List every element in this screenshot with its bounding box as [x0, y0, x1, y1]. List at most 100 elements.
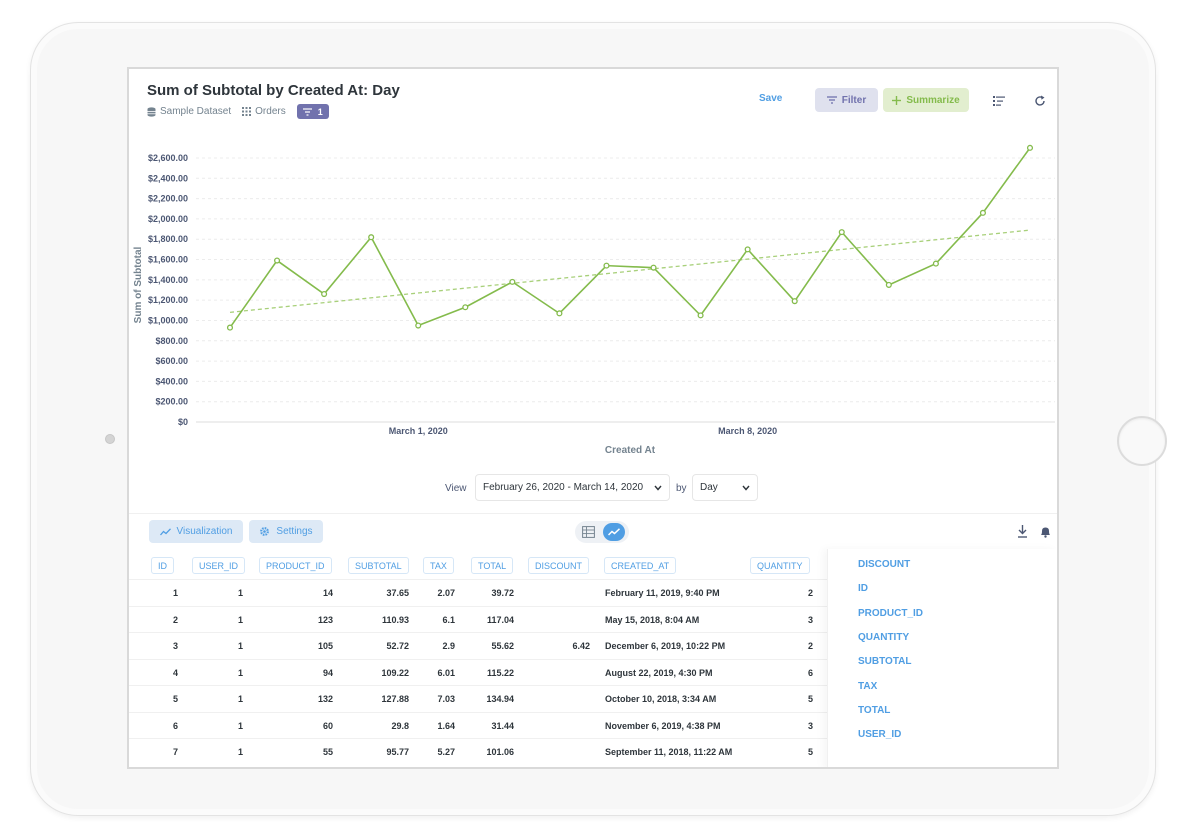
table-cell[interactable]: 3 — [807, 614, 813, 625]
chevron-down-icon — [654, 485, 662, 491]
column-item-product-id[interactable]: PRODUCT_ID — [858, 607, 924, 619]
table-cell[interactable]: 1 — [237, 747, 243, 757]
table-cell[interactable]: 1 — [237, 614, 243, 625]
table-cell[interactable]: 1 — [237, 641, 243, 651]
refresh-icon[interactable] — [1033, 94, 1047, 108]
table-icon[interactable] — [582, 525, 596, 539]
time-unit-select[interactable]: Day — [692, 474, 758, 501]
summarize-button[interactable]: Summarize — [883, 88, 969, 112]
table-cell[interactable]: October 10, 2018, 3:34 AM — [605, 694, 717, 704]
table-cell[interactable]: 5 — [807, 694, 813, 704]
table-cell[interactable]: 115.22 — [486, 667, 514, 678]
table-cell[interactable]: 5.27 — [437, 747, 455, 757]
table-cell[interactable]: 6.01 — [437, 667, 455, 678]
table-cell[interactable]: 3 — [172, 641, 178, 651]
table-cell[interactable]: 1 — [237, 694, 243, 704]
table-cell[interactable]: 3 — [807, 720, 813, 731]
table-cell[interactable]: 29.8 — [391, 720, 409, 731]
table-cell[interactable]: 4 — [172, 667, 178, 678]
line-chart-icon[interactable] — [603, 523, 625, 541]
table-cell[interactable]: 14 — [322, 588, 333, 598]
filter-button[interactable]: Filter — [815, 88, 878, 112]
table-cell[interactable]: February 11, 2019, 9:40 PM — [605, 588, 720, 598]
table-cell[interactable]: May 15, 2018, 8:04 AM — [605, 614, 700, 625]
bell-icon[interactable] — [1040, 525, 1052, 539]
table-cell[interactable]: 1.64 — [437, 720, 455, 731]
table-cell[interactable]: 127.88 — [381, 694, 409, 704]
table-cell[interactable]: 2 — [172, 614, 178, 625]
column-header-created-at[interactable]: CREATED_AT — [604, 557, 677, 574]
table-cell[interactable]: 7.03 — [437, 694, 455, 704]
table-cell[interactable]: 31.44 — [491, 720, 514, 731]
table-cell[interactable]: 6.1 — [442, 614, 455, 625]
column-header-product-id[interactable]: PRODUCT_ID — [259, 557, 332, 574]
column-item-tax[interactable]: TAX — [858, 680, 878, 692]
data-point — [321, 291, 328, 298]
data-point — [697, 312, 704, 319]
table-cell[interactable]: 2.9 — [442, 641, 455, 651]
table-cell[interactable]: 1 — [172, 588, 178, 598]
table-cell[interactable]: 6.42 — [572, 641, 590, 651]
view-label: View — [445, 483, 467, 494]
download-icon[interactable] — [1017, 525, 1029, 539]
table-cell[interactable]: 105 — [317, 641, 333, 651]
column-header-total[interactable]: TOTAL — [471, 557, 514, 574]
column-item-total[interactable]: TOTAL — [858, 704, 891, 716]
table-cell[interactable]: August 22, 2019, 4:30 PM — [605, 667, 713, 678]
table-cell[interactable]: 94 — [322, 667, 333, 678]
table-cell[interactable]: 1 — [237, 667, 243, 678]
data-point — [556, 310, 563, 317]
home-button[interactable] — [1117, 416, 1167, 466]
table-cell[interactable]: November 6, 2019, 4:38 PM — [605, 720, 721, 731]
date-range-select[interactable]: February 26, 2020 - March 14, 2020 — [475, 474, 670, 501]
column-item-user-id[interactable]: USER_ID — [858, 729, 902, 741]
table-cell[interactable]: 6 — [172, 720, 178, 731]
table-cell[interactable]: 110.93 — [381, 614, 409, 625]
table-cell[interactable]: 2 — [807, 641, 813, 651]
notebook-editor-icon[interactable] — [992, 94, 1006, 108]
visualization-button[interactable]: Visualization — [149, 520, 243, 543]
table-cell[interactable]: 2 — [807, 588, 813, 598]
column-header-user-id[interactable]: USER_ID — [192, 557, 246, 574]
table-cell[interactable]: 55 — [322, 747, 333, 757]
column-header-quantity[interactable]: QUANTITY — [750, 557, 810, 574]
column-item-discount[interactable]: DISCOUNT — [858, 559, 911, 570]
camera-dot — [105, 434, 115, 444]
table-cell[interactable]: 1 — [237, 720, 243, 731]
column-header-id[interactable]: ID — [151, 557, 174, 574]
column-header-subtotal[interactable]: SUBTOTAL — [348, 557, 409, 574]
filter-count-badge[interactable]: 1 — [296, 104, 329, 119]
table-cell[interactable]: 55.62 — [491, 641, 514, 651]
table-cell[interactable]: 132 — [317, 694, 333, 704]
table-cell[interactable]: 60 — [322, 720, 333, 731]
y-tick-label: $2,200.00 — [148, 194, 188, 204]
table-cell[interactable]: 101.06 — [486, 747, 514, 757]
column-item-quantity[interactable]: QUANTITY — [858, 631, 910, 643]
table-cell[interactable]: 39.72 — [491, 588, 514, 598]
table-cell[interactable]: 5 — [807, 747, 813, 757]
y-tick-label: $1,600.00 — [148, 255, 188, 265]
table-cell[interactable]: 123 — [317, 614, 333, 625]
data-point — [509, 278, 516, 285]
table-cell[interactable]: 6 — [807, 667, 813, 678]
table-cell[interactable]: 7 — [172, 747, 178, 757]
column-item-id[interactable]: ID — [858, 583, 868, 595]
save-button[interactable]: Save — [759, 93, 783, 104]
table-cell[interactable]: 134.94 — [486, 694, 514, 704]
table-cell[interactable]: 95.77 — [386, 747, 409, 757]
table-cell[interactable]: 52.72 — [386, 641, 409, 651]
table-cell[interactable]: 109.22 — [381, 667, 409, 678]
table-cell[interactable]: 1 — [237, 588, 243, 598]
settings-button[interactable]: Settings — [249, 520, 323, 543]
table-cell[interactable]: 5 — [172, 694, 178, 704]
column-header-tax[interactable]: TAX — [423, 557, 454, 574]
breadcrumb-database[interactable]: Sample Dataset — [147, 106, 231, 117]
table-cell[interactable]: 117.04 — [486, 614, 514, 625]
table-cell[interactable]: 37.65 — [386, 588, 409, 598]
column-header-discount[interactable]: DISCOUNT — [528, 557, 589, 574]
table-cell[interactable]: 2.07 — [437, 588, 455, 598]
table-cell[interactable]: December 6, 2019, 10:22 PM — [605, 641, 726, 651]
column-item-subtotal[interactable]: SUBTOTAL — [858, 656, 912, 668]
table-cell[interactable]: September 11, 2018, 11:22 AM — [605, 747, 733, 757]
breadcrumb-table[interactable]: Orders — [242, 106, 286, 117]
